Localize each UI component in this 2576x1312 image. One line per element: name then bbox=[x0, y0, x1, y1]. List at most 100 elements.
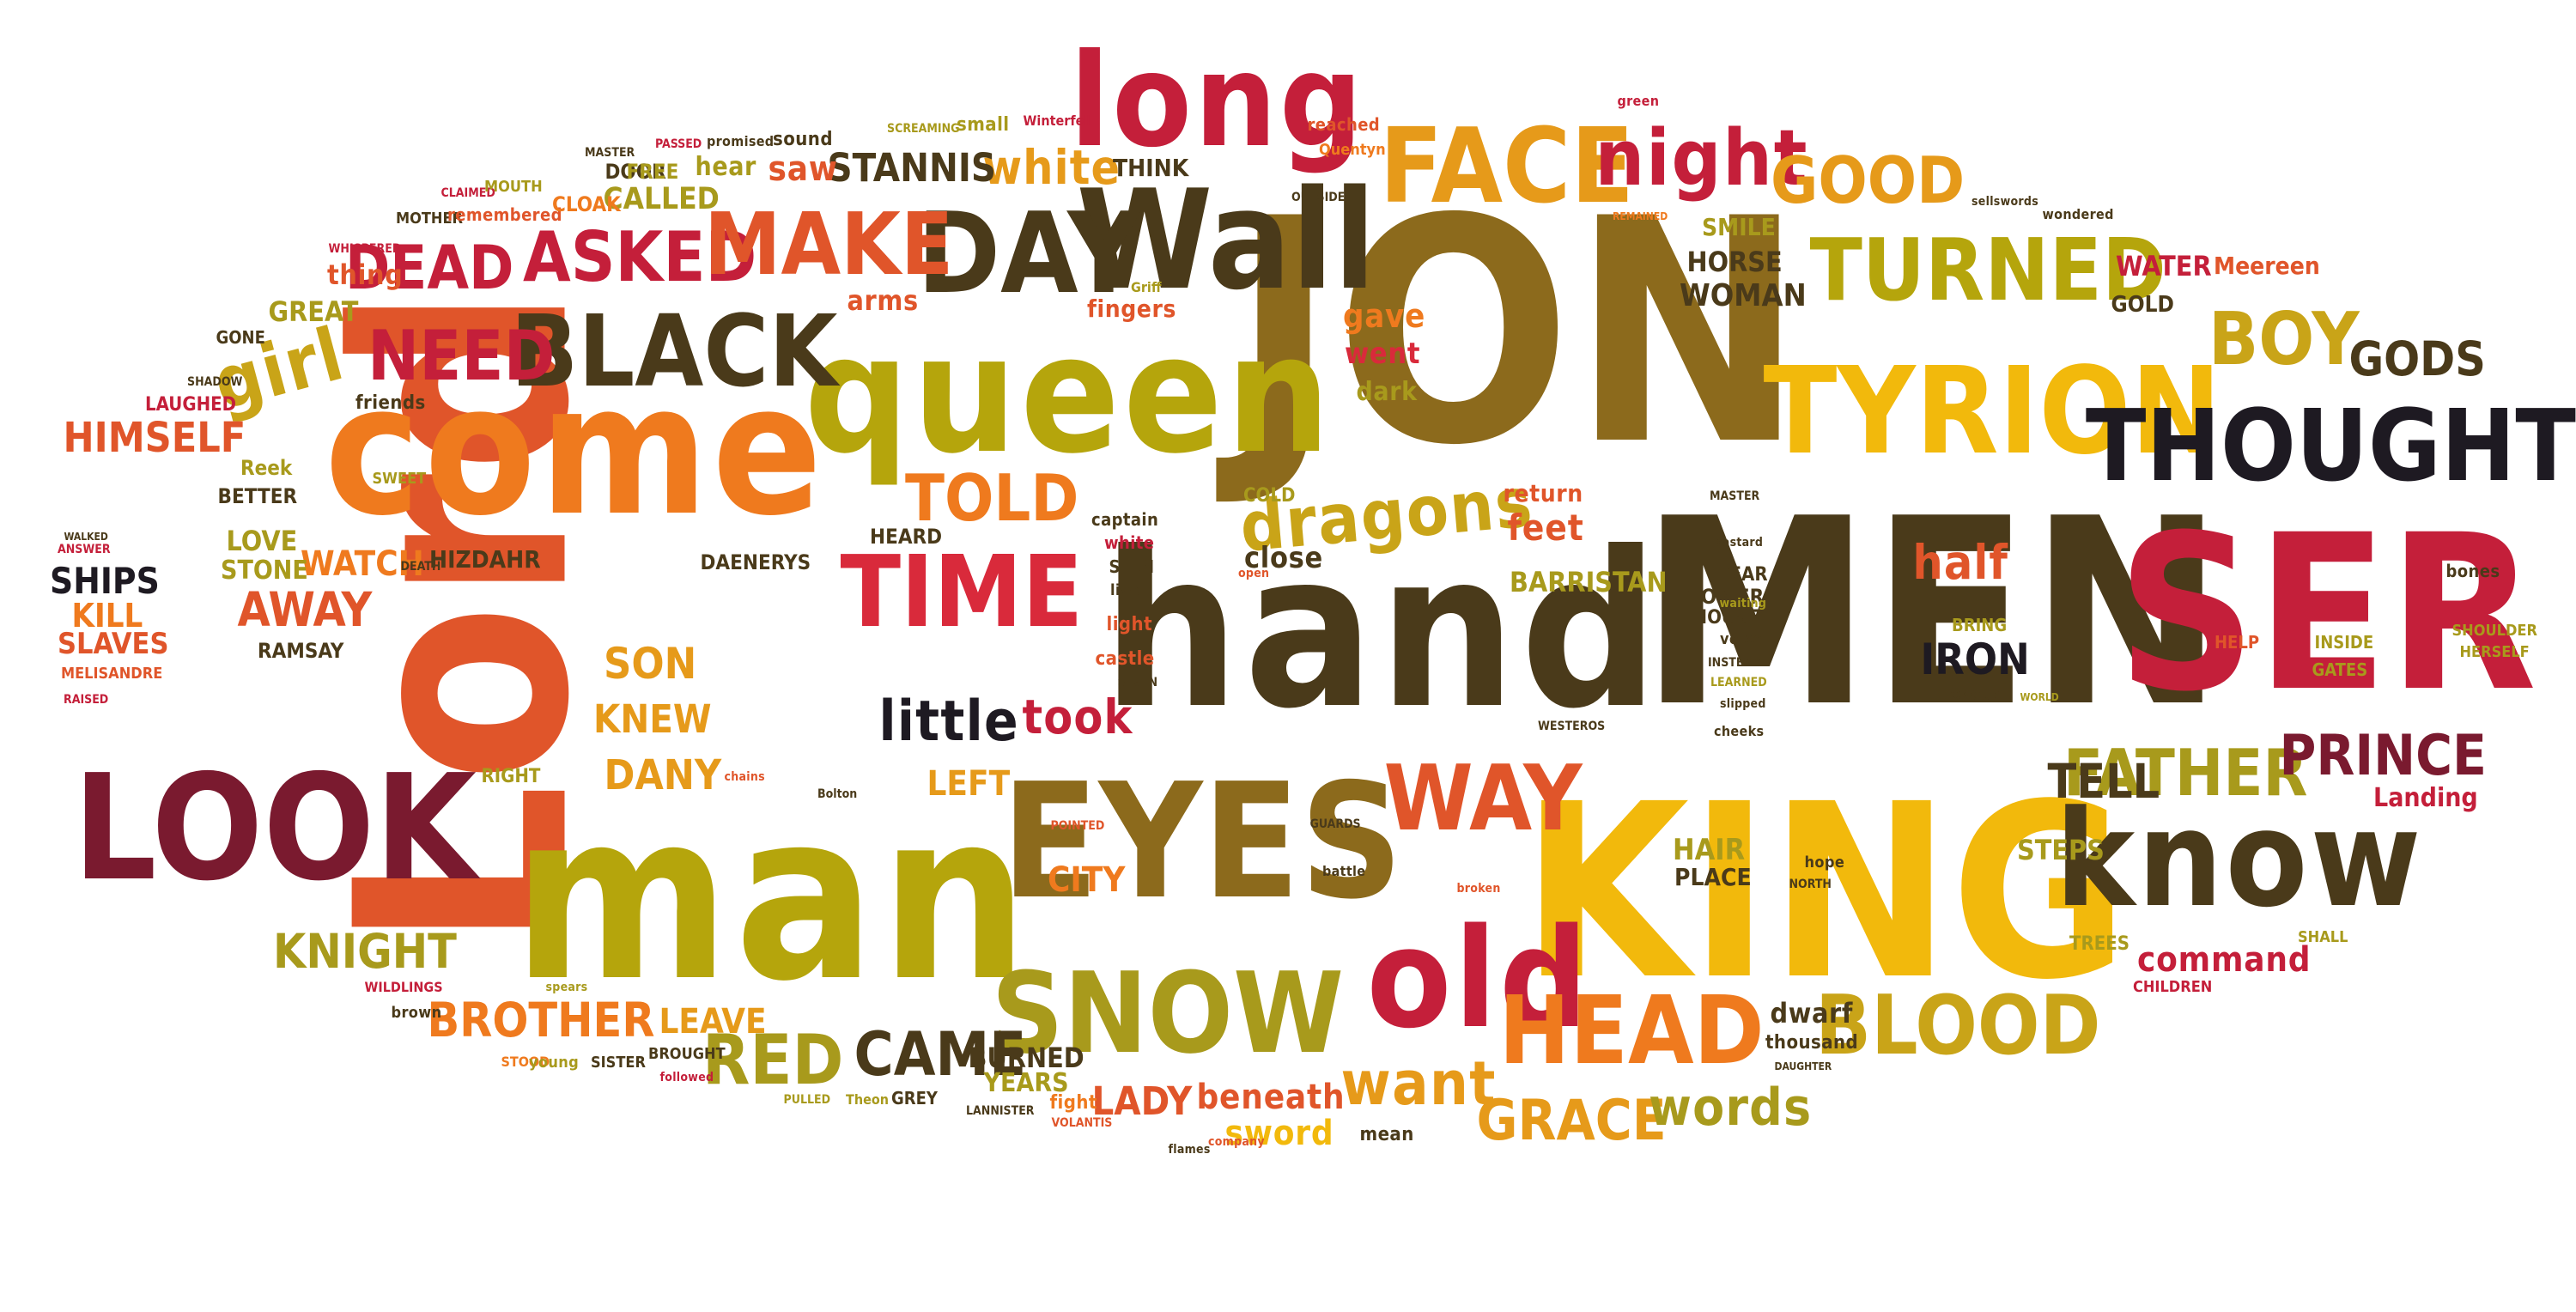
word-trees: TREES bbox=[2069, 933, 2130, 955]
word-gone: GONE bbox=[216, 327, 265, 348]
word-prince: PRINCE bbox=[2279, 723, 2487, 788]
word-water: WATER bbox=[2116, 250, 2212, 282]
word-bones: bones bbox=[2445, 561, 2500, 581]
word-man: man bbox=[513, 762, 1034, 1032]
word-cloak: CLOAK bbox=[552, 192, 621, 216]
word-himself: HIMSELF bbox=[63, 414, 246, 462]
word-seen: SEEN bbox=[1109, 556, 1155, 577]
word-shoulder: SHOULDER bbox=[2451, 622, 2537, 640]
word-thousand: thousand bbox=[1765, 1032, 1859, 1054]
word-son: SON bbox=[604, 639, 697, 689]
word-knew: KNEW bbox=[593, 695, 712, 742]
word-whispered: WHISPERED bbox=[328, 242, 402, 256]
word-iron: IRON bbox=[1920, 635, 2030, 684]
word-turned: TURNED bbox=[1809, 220, 2166, 320]
word-remained: REMAINED bbox=[1613, 210, 1668, 222]
word-close: close bbox=[1244, 541, 1323, 575]
word-reek: Reek bbox=[240, 456, 293, 480]
word-come: come bbox=[325, 345, 826, 556]
word-master: MASTER bbox=[585, 146, 635, 160]
word-make: MAKE bbox=[704, 194, 954, 295]
word-beneath: beneath bbox=[1196, 1078, 1346, 1117]
word-away: AWAY bbox=[237, 581, 373, 637]
word-words: words bbox=[1649, 1078, 1813, 1138]
word-slipped: slipped bbox=[1720, 697, 1766, 711]
word-gates: GATES bbox=[2312, 659, 2368, 680]
word-dany: DANY bbox=[604, 751, 722, 799]
word-eyes: EYES bbox=[1001, 748, 1403, 934]
word-boy: BOY bbox=[2208, 296, 2360, 382]
word-daenerys: DAENERYS bbox=[700, 550, 811, 574]
word-arms: arms bbox=[847, 284, 919, 317]
word-stood: STOOD bbox=[501, 1054, 550, 1070]
word-white: white bbox=[1104, 532, 1155, 553]
word-queen: queen bbox=[804, 300, 1334, 489]
word-went: went bbox=[1345, 337, 1421, 371]
word-smile: SMILE bbox=[1702, 213, 1776, 241]
word-laughed: LAUGHED bbox=[145, 394, 237, 416]
word-stannis: STANNIS bbox=[827, 144, 997, 191]
word-raised: RAISED bbox=[64, 693, 109, 707]
word-lady: LADY bbox=[1091, 1078, 1193, 1124]
word-reached: reached bbox=[1307, 114, 1381, 135]
word-tell: TELL bbox=[2047, 753, 2160, 809]
word-tower: TOWER bbox=[1688, 585, 1765, 609]
word-asked: ASKED bbox=[523, 217, 757, 297]
word-bring: BRING bbox=[1952, 615, 2008, 635]
word-sweet: SWEET bbox=[372, 470, 427, 488]
word-sound: sound bbox=[773, 129, 833, 150]
word-spears: spears bbox=[545, 981, 588, 994]
word-promised: promised bbox=[707, 133, 775, 149]
word-jon: JON bbox=[1231, 153, 1805, 513]
word-long: long bbox=[1070, 27, 1365, 176]
word-blood: BLOOD bbox=[1815, 978, 2101, 1073]
word-death: DEATH bbox=[400, 560, 441, 574]
word-need: NEED bbox=[368, 316, 556, 396]
word-waiting: waiting bbox=[1719, 597, 1767, 610]
word-fear: FEAR bbox=[1718, 564, 1768, 586]
word-master: MASTER bbox=[1710, 489, 1760, 503]
word-better: BETTER bbox=[217, 484, 298, 508]
word-flames: flames bbox=[1168, 1143, 1211, 1157]
word-fight: fight bbox=[1049, 1092, 1097, 1114]
word-chains: chains bbox=[724, 770, 765, 784]
word-black: BLACK bbox=[510, 294, 838, 410]
word-day: DAY bbox=[917, 188, 1140, 319]
word-screaming: SCREAMING bbox=[887, 122, 960, 136]
word-volantis: VOLANTIS bbox=[1051, 1116, 1113, 1130]
word-know: know bbox=[2055, 781, 2424, 937]
word-cold: COLD bbox=[1243, 485, 1296, 507]
word-place: PLACE bbox=[1674, 863, 1752, 891]
word-command: command bbox=[2137, 940, 2312, 980]
word-tyrion: TYRION bbox=[1763, 342, 2221, 482]
word-young: young bbox=[529, 1054, 580, 1072]
word-gave: gave bbox=[1343, 297, 1426, 335]
word-battle: battle bbox=[1322, 863, 1366, 879]
word-thought: THOUGHT bbox=[2085, 388, 2576, 504]
word-griff: Griff bbox=[1131, 279, 1162, 295]
word-landing: Landing bbox=[2373, 783, 2478, 813]
word-wildlings: WILDLINGS bbox=[364, 979, 443, 995]
word-great: GREAT bbox=[268, 295, 359, 328]
word-hand: hand bbox=[1102, 506, 1663, 756]
word-cheeks: cheeks bbox=[1714, 723, 1765, 739]
word-inside: INSIDE bbox=[2314, 632, 2374, 653]
word-horse: HORSE bbox=[1686, 246, 1783, 278]
word-took: took bbox=[1022, 689, 1133, 744]
word-thing: thing bbox=[327, 258, 404, 291]
word-dark: dark bbox=[1356, 377, 1418, 407]
word-told: TOLD bbox=[905, 459, 1079, 536]
word-head: HEAD bbox=[1498, 975, 1765, 1085]
word-sister: SISTER bbox=[591, 1054, 646, 1072]
word-light: light bbox=[1106, 614, 1152, 635]
word-leave: LEAVE bbox=[659, 1002, 767, 1042]
word-woman: WOMAN bbox=[1680, 278, 1807, 313]
word-brought: BROUGHT bbox=[648, 1045, 726, 1063]
word-company: company bbox=[1208, 1135, 1265, 1149]
word-meereen: Meereen bbox=[2214, 252, 2320, 280]
word-time: TIME bbox=[840, 534, 1084, 650]
word-voice: voice bbox=[1720, 630, 1763, 648]
word-years: YEARS bbox=[983, 1068, 1069, 1098]
word-pulled: PULLED bbox=[783, 1093, 831, 1107]
word-love: LOVE bbox=[226, 525, 298, 557]
